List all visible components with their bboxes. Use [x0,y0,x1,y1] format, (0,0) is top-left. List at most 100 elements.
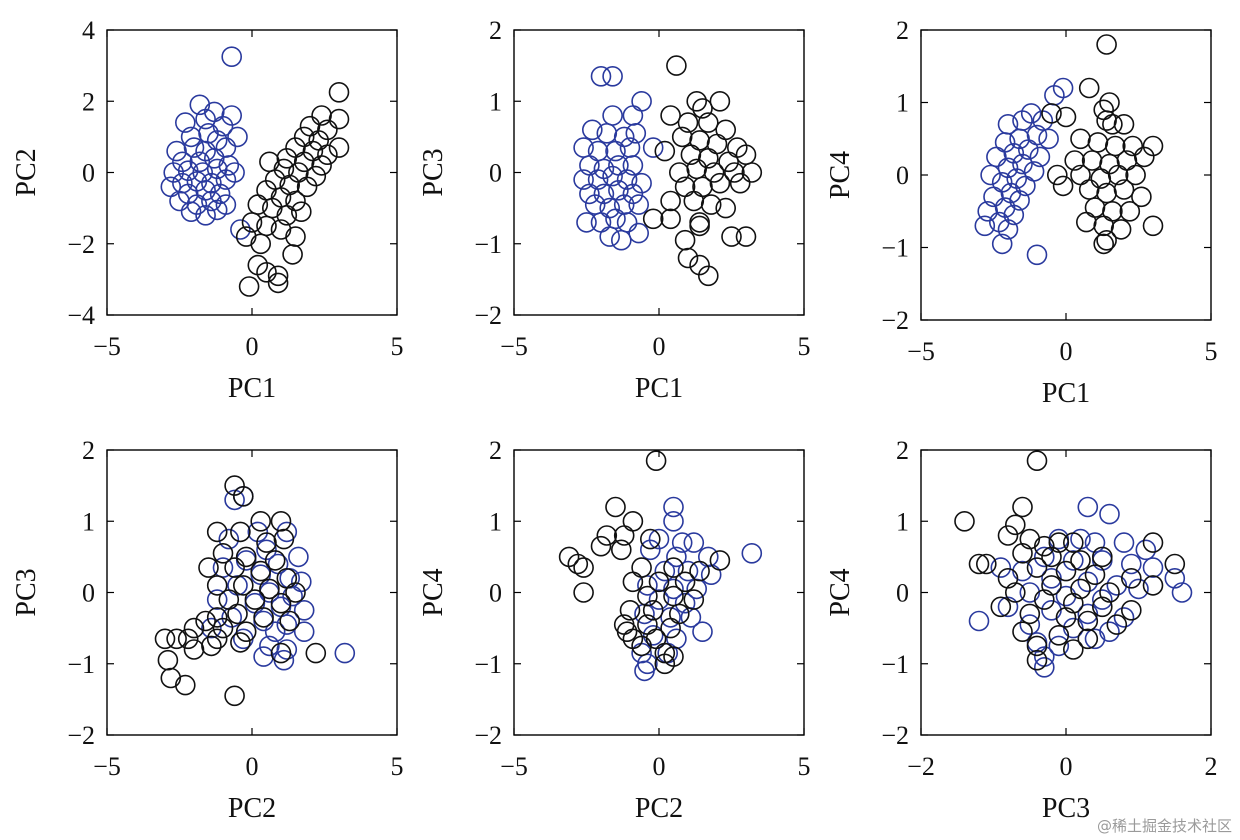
data-point-black [692,98,713,119]
data-point-black [195,610,216,632]
data-point-black [703,162,725,183]
data-point-black [250,560,272,582]
data-point-blue [1092,589,1113,610]
data-point-blue [642,624,664,646]
data-point-blue [576,212,597,233]
data-point-black [1070,550,1091,571]
data-point-black [1164,553,1186,575]
data-point-black [201,635,222,657]
data-point-black [1092,546,1113,568]
data-point-black [1063,592,1084,614]
data-point-black [686,91,708,112]
y-axis-label: PC3 [418,148,449,196]
data-point-blue [968,610,990,632]
data-point-blue [602,165,623,187]
data-point-black [1113,179,1135,200]
data-point-black [241,212,263,233]
data-point-black [1026,649,1048,671]
data-point-black [709,550,731,571]
data-point-black [1096,110,1117,131]
data-point-blue [590,66,612,87]
data-point-blue [204,148,225,169]
data-point-black [1096,34,1117,55]
points-group [160,46,350,297]
y-tick-label: 1 [489,507,502,536]
data-point-black [1131,186,1152,208]
data-point-black [1084,197,1106,218]
data-point-black [573,557,594,578]
data-point-blue [997,219,1019,240]
data-point-blue [276,639,298,660]
scatter-panel-1: −5 0 5 −4 −2 0 2 4 PC1 PC2 [11,16,404,404]
y-tick-label: 0 [489,579,502,608]
data-point-blue [741,542,763,564]
data-point-blue [180,126,202,148]
data-point-blue [183,137,205,158]
data-point-black [1055,607,1077,628]
data-point-blue [1084,532,1106,553]
data-point-black [311,155,332,176]
y-tick-label: −1 [474,230,502,259]
data-point-blue [573,169,594,190]
data-point-black [654,140,676,162]
y-axis-label: PC4 [825,151,856,199]
data-point-black [1012,542,1033,564]
data-point-black [328,82,350,103]
y-tick-label: 2 [82,436,95,465]
data-point-black [677,112,699,133]
y-axis-label: PC4 [825,568,856,616]
data-point-blue [227,126,248,148]
data-point-black [1107,164,1129,186]
data-point-blue [1012,560,1033,582]
data-point-blue [1018,139,1039,160]
data-point-black [567,553,589,575]
data-point-black [1096,182,1117,204]
data-point-blue [1099,621,1120,643]
data-point-blue [221,46,242,68]
data-point-black [1019,603,1041,625]
data-point-black [160,667,182,689]
data-point-black [1070,578,1091,600]
data-point-black [1081,150,1103,171]
data-point-blue [610,229,632,251]
data-point-black [224,685,245,707]
x-tick-label: 0 [1060,752,1073,781]
data-point-black [218,589,240,610]
data-point-blue [628,222,650,244]
data-point-blue [648,589,670,610]
data-point-black [648,571,670,593]
data-point-blue [616,212,638,233]
data-point-black [610,539,632,561]
data-point-black [273,528,295,550]
data-point-black [1093,233,1114,255]
data-point-black [267,265,289,287]
data-point-blue [1113,532,1135,553]
data-point-black [1142,575,1164,596]
data-point-black [244,589,266,610]
data-point-black [305,642,327,664]
data-point-black [233,575,254,596]
data-point-black [975,553,997,575]
y-tick-label: 1 [489,87,502,116]
data-point-black [270,510,292,532]
data-point-black [1121,567,1142,589]
data-point-black [954,510,975,532]
data-point-blue [674,592,696,614]
data-point-black [311,105,332,126]
x-tick-label: −5 [93,332,121,361]
data-point-blue [334,642,356,664]
data-point-black [729,172,751,194]
data-point-black [1064,150,1085,171]
data-point-blue [677,560,699,582]
y-tick-label: 0 [82,579,95,608]
data-point-black [247,194,269,215]
y-tick-label: 1 [82,507,95,536]
y-tick-label: 2 [896,436,909,465]
data-point-blue [1048,635,1070,657]
data-point-blue [1121,553,1142,575]
y-axis-label: PC2 [11,148,42,196]
data-point-black [680,144,702,165]
data-point-blue [631,91,652,112]
points-group [573,55,763,287]
data-point-blue [663,496,684,518]
